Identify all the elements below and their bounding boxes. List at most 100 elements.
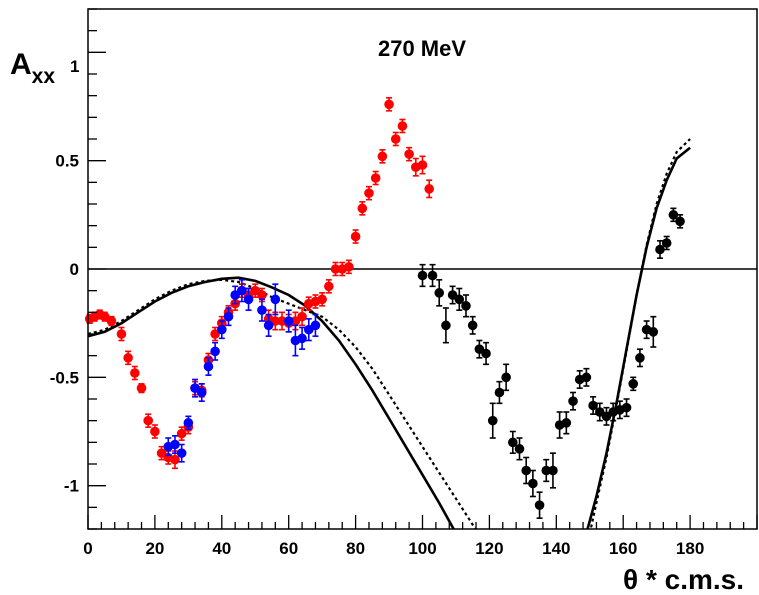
series-0 xyxy=(84,97,434,470)
curve-solid xyxy=(88,146,691,529)
chart-title: 270 MeV xyxy=(378,36,466,61)
data-point xyxy=(243,294,254,305)
data-point xyxy=(561,418,572,428)
axis-ticks xyxy=(87,8,758,530)
data-point xyxy=(223,311,234,322)
data-point xyxy=(217,324,227,335)
data-point xyxy=(461,301,471,311)
y-axis-label: Axx xyxy=(10,48,55,88)
data-point xyxy=(528,478,538,489)
x-tick-label: 60 xyxy=(279,539,298,558)
data-point xyxy=(257,290,267,300)
data-point xyxy=(508,437,518,448)
data-point xyxy=(357,203,368,214)
data-point xyxy=(106,316,117,326)
data-point xyxy=(501,372,511,383)
data-points xyxy=(84,97,685,519)
data-point xyxy=(621,402,632,413)
x-tick-label: 80 xyxy=(346,539,365,558)
y-tick-label: -0.5 xyxy=(50,368,79,387)
theory-curves xyxy=(88,138,691,529)
data-point xyxy=(203,361,214,372)
data-point xyxy=(123,353,133,363)
data-point xyxy=(427,270,438,281)
data-point xyxy=(310,320,321,331)
data-point xyxy=(297,333,307,344)
data-point xyxy=(344,262,354,272)
data-point xyxy=(390,134,401,144)
data-point xyxy=(568,396,578,406)
x-tick-label: 20 xyxy=(145,539,164,558)
data-point xyxy=(467,320,478,331)
x-tick-label: 180 xyxy=(676,539,704,558)
data-point xyxy=(417,270,428,281)
data-point xyxy=(283,316,294,326)
data-point xyxy=(196,387,207,398)
data-point xyxy=(581,372,592,383)
data-point xyxy=(330,264,341,274)
y-tick-label: -1 xyxy=(64,477,79,496)
y-axis-label-main: A xyxy=(10,48,32,81)
series-2 xyxy=(417,207,685,519)
data-point xyxy=(521,465,531,476)
data-point xyxy=(384,99,394,110)
data-point xyxy=(635,353,645,363)
curve-dotted xyxy=(88,138,691,529)
y-tick-label: 0.5 xyxy=(55,152,79,171)
data-point xyxy=(183,418,194,428)
x-tick-label: 40 xyxy=(212,539,231,558)
data-point xyxy=(116,329,127,339)
data-point xyxy=(454,294,465,305)
data-point xyxy=(170,454,180,465)
data-point xyxy=(424,184,434,194)
data-point xyxy=(534,500,545,510)
data-point xyxy=(668,210,679,220)
data-point xyxy=(237,285,247,296)
data-point xyxy=(324,281,334,292)
data-point xyxy=(588,400,598,411)
data-point xyxy=(514,444,525,454)
data-point xyxy=(210,346,220,357)
data-point xyxy=(397,121,408,131)
x-tick-label: 140 xyxy=(542,539,570,558)
data-point xyxy=(377,151,388,162)
data-point xyxy=(176,428,187,439)
y-tick-label: 1 xyxy=(70,57,79,76)
y-axis-label-sub: xx xyxy=(32,65,56,88)
data-point xyxy=(370,173,381,183)
x-tick-label: 120 xyxy=(475,539,503,558)
data-point xyxy=(404,149,414,159)
data-point xyxy=(270,294,281,305)
data-point xyxy=(648,327,659,337)
data-point xyxy=(417,160,428,170)
data-point xyxy=(661,238,672,248)
x-tick-label: 100 xyxy=(408,539,436,558)
data-point xyxy=(548,465,558,476)
data-point xyxy=(257,305,267,315)
data-point xyxy=(317,294,327,305)
data-point xyxy=(136,383,147,393)
data-point xyxy=(176,448,187,458)
data-point xyxy=(434,288,445,298)
x-axis-label: θ * c.m.s. xyxy=(623,564,744,595)
data-point xyxy=(364,188,374,198)
x-tick-label: 160 xyxy=(609,539,637,558)
data-point xyxy=(541,465,552,476)
data-point xyxy=(494,387,505,398)
data-point xyxy=(350,231,361,242)
data-point xyxy=(170,439,180,450)
data-point xyxy=(150,426,160,437)
data-point xyxy=(130,368,140,378)
data-point xyxy=(297,311,307,322)
data-point xyxy=(263,320,274,331)
data-point xyxy=(675,216,685,227)
series-1 xyxy=(163,279,321,463)
data-point xyxy=(143,415,154,426)
data-point xyxy=(441,320,451,331)
data-point xyxy=(628,379,639,389)
data-point xyxy=(487,415,498,426)
data-point xyxy=(481,348,491,359)
data-point xyxy=(655,244,665,255)
x-tick-label: 0 xyxy=(83,539,92,558)
